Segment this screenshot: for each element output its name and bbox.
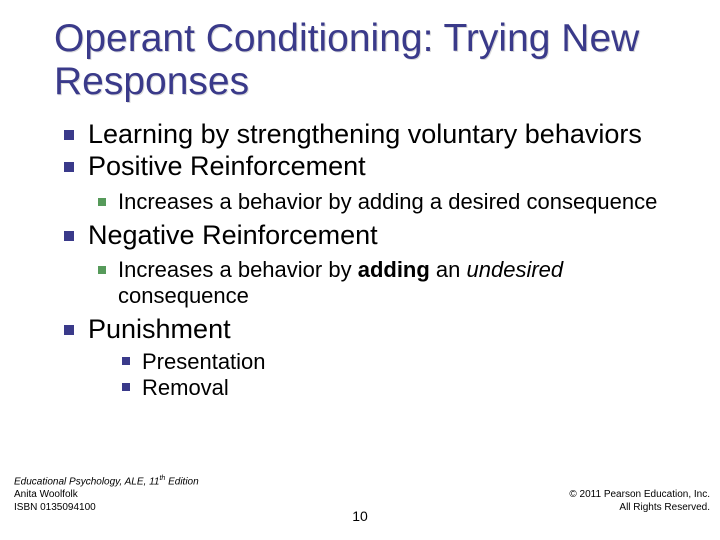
bullet-learning: Learning by strengthening voluntary beha…: [64, 118, 680, 150]
slide-title: Operant Conditioning: Trying New Respons…: [54, 18, 680, 104]
footer-author: Anita Woolfolk: [14, 489, 199, 502]
bullet-text: Increases a behavior by adding an undesi…: [118, 257, 680, 309]
footer-copyright-line2: All Rights Reserved.: [569, 502, 710, 515]
slide-body: Learning by strengthening voluntary beha…: [54, 118, 680, 401]
bullet-text: Learning by strengthening voluntary beha…: [88, 118, 642, 150]
bullet-text: Presentation: [142, 349, 266, 375]
square-bullet-icon: [64, 162, 74, 172]
footer-isbn: ISBN 0135094100: [14, 502, 199, 515]
square-bullet-icon: [122, 383, 130, 391]
text-run: Edition: [165, 477, 198, 488]
bullet-list-lvl1: Learning by strengthening voluntary beha…: [64, 118, 680, 401]
bullet-negative-reinforcement: Negative Reinforcement: [64, 219, 680, 251]
footer-right: © 2011 Pearson Education, Inc. All Right…: [569, 489, 710, 514]
bullet-text: Punishment: [88, 313, 231, 345]
sub-bullet-list: Increases a behavior by adding an undesi…: [98, 257, 680, 309]
square-bullet-icon: [122, 357, 130, 365]
footer-left: Educational Psychology, ALE, 11th Editio…: [14, 475, 199, 514]
bullet-text: Increases a behavior by adding a desired…: [118, 189, 657, 215]
bullet-text: Positive Reinforcement: [88, 150, 366, 182]
square-bullet-icon: [64, 130, 74, 140]
page-number: 10: [352, 508, 368, 524]
sub-sub-bullet-removal: Removal: [122, 375, 680, 401]
square-bullet-icon: [64, 231, 74, 241]
footer-book-title: Educational Psychology, ALE, 11th Editio…: [14, 475, 199, 489]
square-bullet-icon: [98, 198, 106, 206]
footer-copyright-line1: © 2011 Pearson Education, Inc.: [569, 489, 710, 502]
sub-bullet-list: Increases a behavior by adding a desired…: [98, 189, 680, 215]
text-run-italic: undesired: [467, 257, 564, 282]
square-bullet-icon: [64, 325, 74, 335]
text-run: Educational Psychology, ALE, 11: [14, 477, 159, 488]
sub-bullet-negative-desc: Increases a behavior by adding an undesi…: [98, 257, 680, 309]
sub-sub-bullet-list: Presentation Removal: [122, 349, 680, 401]
square-bullet-icon: [98, 266, 106, 274]
sub-sub-bullet-presentation: Presentation: [122, 349, 680, 375]
bullet-text: Negative Reinforcement: [88, 219, 378, 251]
text-run: Increases a behavior by: [118, 257, 358, 282]
slide: Operant Conditioning: Trying New Respons…: [0, 0, 720, 540]
bullet-punishment: Punishment: [64, 313, 680, 345]
text-run: consequence: [118, 283, 249, 308]
bullet-positive-reinforcement: Positive Reinforcement: [64, 150, 680, 182]
text-run-bold: adding: [358, 257, 430, 282]
text-run: an: [430, 257, 467, 282]
bullet-text: Removal: [142, 375, 229, 401]
sub-bullet-positive-desc: Increases a behavior by adding a desired…: [98, 189, 680, 215]
